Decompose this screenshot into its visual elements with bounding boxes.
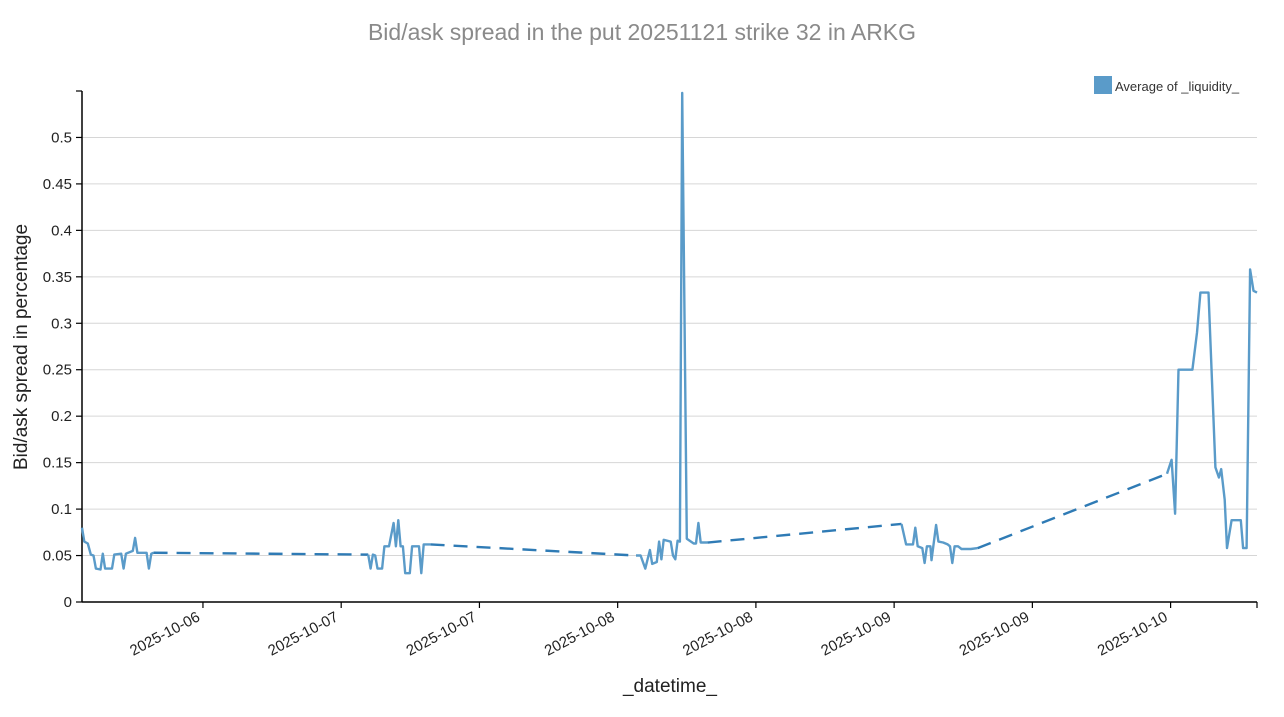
y-axis-ticks: 0 0.05 0.1 0.15 0.2 0.25 0.3 0.35 0.4 0.45 0.5 (43, 90, 82, 611)
y-tick-label: 0.05 (43, 548, 72, 565)
x-tick-label: 2025-10-09 (957, 609, 1033, 660)
y-tick-label: 0.15 (43, 455, 72, 472)
y-tick-label: 0.1 (51, 501, 72, 518)
y-tick-label: 0.35 (43, 269, 72, 286)
series-gap-dash (707, 522, 902, 544)
series-gap-dash (977, 472, 1168, 550)
y-tick-label: 0.5 (51, 129, 72, 146)
x-axis-title: _datetime_ (622, 676, 717, 697)
y-tick-label: 0.3 (51, 315, 72, 332)
x-tick-label: 2025-10-06 (127, 609, 203, 660)
y-tick-label: 0 (64, 594, 72, 611)
y-tick-label: 0.2 (51, 408, 72, 425)
legend-label: Average of _liquidity_ (1115, 79, 1240, 94)
x-tick-label: 2025-10-09 (818, 609, 894, 660)
series-line (900, 523, 978, 565)
chart-title: Bid/ask spread in the put 20251121 strik… (368, 19, 916, 45)
series-gap-dash (153, 551, 369, 556)
series-line (367, 519, 431, 575)
legend: Average of _liquidity_ (1094, 76, 1240, 94)
y-axis-title: Bid/ask spread in percentage (11, 224, 32, 470)
series-layer (80, 91, 1258, 575)
x-tick-label: 2025-10-08 (680, 609, 756, 660)
y-tick-label: 0.25 (43, 362, 72, 379)
series-line (636, 91, 708, 570)
x-tick-label: 2025-10-07 (265, 609, 341, 660)
series-line (80, 527, 155, 571)
y-tick-label: 0.4 (51, 222, 72, 239)
x-axis-ticks: 2025-10-06 2025-10-07 2025-10-07 2025-10-08… (127, 602, 1258, 660)
series-gap-dash (430, 543, 637, 557)
x-tick-label: 2025-10-07 (404, 609, 480, 660)
x-tick-label: 2025-10-08 (542, 609, 618, 660)
series-line (1165, 268, 1258, 550)
legend-swatch (1094, 76, 1112, 94)
y-tick-label: 0.45 (43, 176, 72, 193)
x-tick-label: 2025-10-10 (1095, 609, 1171, 660)
grid (82, 136, 1257, 557)
